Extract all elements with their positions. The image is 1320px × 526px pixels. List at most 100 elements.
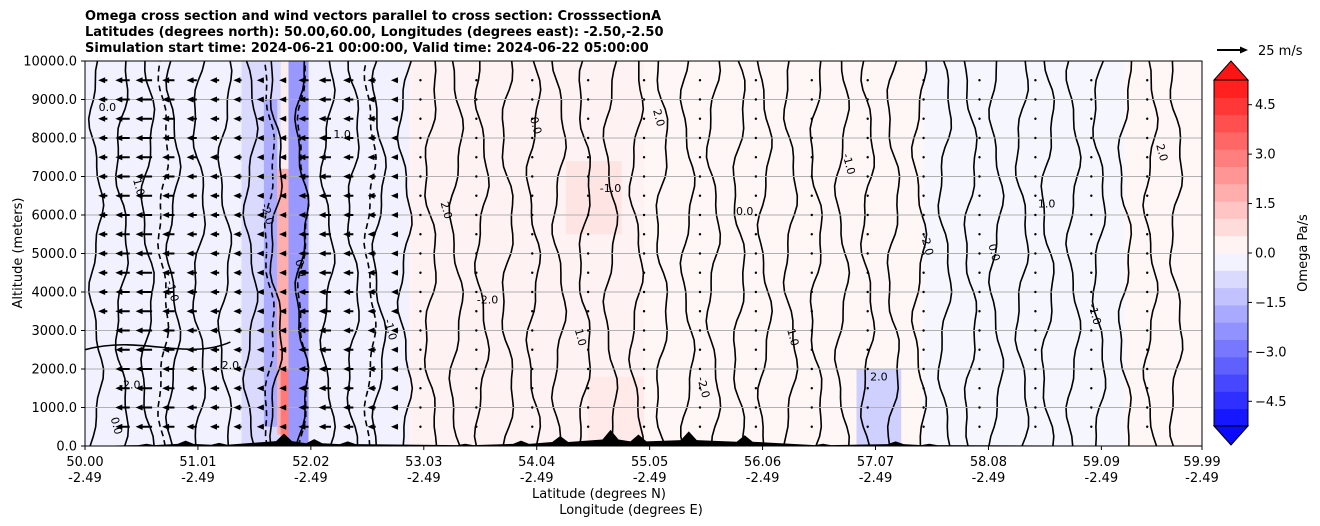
wind-vector bbox=[475, 213, 478, 217]
wind-vector-head bbox=[390, 385, 398, 392]
wind-vector-head bbox=[279, 366, 287, 372]
wind-vector bbox=[475, 406, 478, 409]
wind-vector bbox=[922, 194, 925, 197]
wind-vector-head bbox=[209, 269, 217, 276]
wind-vector-head bbox=[209, 212, 217, 218]
wind-vector bbox=[978, 175, 981, 178]
wind-vector bbox=[531, 79, 534, 82]
wind-vector bbox=[419, 406, 422, 409]
wind-vector bbox=[642, 117, 646, 120]
colorbar-segment bbox=[1214, 287, 1248, 306]
wind-vector bbox=[810, 290, 813, 294]
wind-vector bbox=[475, 425, 478, 428]
wind-vector bbox=[531, 425, 534, 428]
wind-vector-head bbox=[367, 135, 375, 141]
wind-vector-head bbox=[318, 404, 326, 411]
wind-vector bbox=[1034, 406, 1037, 409]
wind-vector bbox=[978, 367, 981, 371]
wind-vector-head bbox=[186, 308, 194, 315]
wind-vector bbox=[1146, 156, 1149, 159]
wind-vector-head bbox=[209, 115, 217, 122]
colorbar-tick-label: 0.0 bbox=[1255, 247, 1276, 262]
x-tick-label-lon: -2.49 bbox=[68, 471, 102, 486]
wind-vector bbox=[642, 406, 646, 409]
wind-vector-head bbox=[279, 173, 287, 180]
wind-vector-head bbox=[343, 173, 351, 180]
wind-vector bbox=[531, 98, 534, 101]
colorbar-tick-label: 4.5 bbox=[1255, 98, 1276, 113]
wind-vector bbox=[531, 329, 534, 332]
wind-vector-head bbox=[209, 135, 217, 141]
colorbar-segment bbox=[1214, 408, 1248, 427]
wind-vector bbox=[866, 310, 869, 313]
wind-vector bbox=[754, 233, 758, 236]
wind-vector bbox=[810, 194, 813, 197]
wind-vector bbox=[475, 175, 478, 178]
wind-vector bbox=[754, 136, 758, 140]
wind-vector-head bbox=[256, 366, 264, 372]
wind-vector-head bbox=[367, 269, 375, 276]
wind-vector-head bbox=[279, 212, 287, 218]
wind-vector bbox=[1034, 367, 1037, 371]
wind-vector-head bbox=[279, 115, 287, 122]
wind-vector-head bbox=[162, 423, 170, 430]
chart-title-line-3: Simulation start time: 2024-06-21 00:00:… bbox=[85, 41, 649, 56]
wind-vector bbox=[698, 329, 702, 332]
wind-vector-head bbox=[186, 77, 194, 84]
wind-vector-head bbox=[298, 135, 306, 141]
wind-vector bbox=[754, 310, 758, 313]
wind-vector-head bbox=[162, 346, 170, 353]
wind-vector bbox=[419, 213, 422, 217]
colorbar-segment bbox=[1214, 391, 1248, 410]
wind-vector bbox=[1090, 367, 1093, 371]
wind-vector bbox=[754, 367, 758, 371]
wind-vector-head bbox=[135, 77, 143, 84]
wind-vector-head bbox=[162, 289, 170, 295]
wind-vector bbox=[419, 117, 422, 120]
wind-vector-head bbox=[343, 404, 351, 411]
contour-label: -1.0 bbox=[840, 152, 858, 176]
wind-vector bbox=[978, 194, 981, 197]
wind-vector bbox=[866, 233, 869, 236]
wind-vector-head bbox=[390, 250, 398, 257]
omega-region bbox=[277, 168, 289, 435]
wind-vector-head bbox=[233, 308, 241, 315]
vector-key-label: 25 m/s bbox=[1258, 44, 1303, 59]
contour-label: 1.0 bbox=[1038, 197, 1056, 210]
wind-vector bbox=[754, 98, 758, 101]
wind-vector-head bbox=[256, 250, 264, 257]
wind-vector bbox=[475, 387, 478, 390]
wind-vector-head bbox=[390, 212, 398, 218]
wind-vector-head bbox=[298, 192, 306, 199]
wind-vector-head bbox=[135, 308, 143, 315]
wind-vector-head bbox=[367, 154, 375, 161]
wind-vector bbox=[586, 213, 590, 217]
wind-vector bbox=[642, 387, 646, 390]
wind-vector bbox=[978, 290, 981, 294]
wind-vector bbox=[754, 406, 758, 409]
wind-vector bbox=[1090, 233, 1093, 236]
wind-vector bbox=[586, 406, 590, 409]
colorbar-segment bbox=[1214, 235, 1248, 254]
wind-vector bbox=[642, 233, 646, 236]
wind-vector-head bbox=[209, 77, 217, 84]
wind-vector bbox=[978, 310, 981, 313]
wind-vector-head bbox=[162, 366, 170, 372]
wind-vector bbox=[698, 136, 702, 140]
wind-vector bbox=[922, 329, 925, 332]
wind-vector-head bbox=[77, 231, 84, 237]
wind-vector bbox=[642, 329, 646, 332]
wind-vector-head bbox=[367, 96, 375, 103]
wind-vector bbox=[1034, 233, 1037, 236]
wind-vector-head bbox=[343, 289, 351, 295]
colorbar-segment bbox=[1214, 149, 1248, 167]
wind-vector-head bbox=[209, 173, 217, 180]
wind-vector bbox=[698, 271, 702, 274]
wind-vector-head bbox=[318, 231, 326, 238]
wind-vector-head bbox=[279, 327, 287, 334]
wind-vector-head bbox=[135, 115, 143, 122]
wind-vector-head bbox=[162, 96, 170, 103]
wind-vector-head bbox=[298, 231, 306, 238]
y-tick-label: 3000.0 bbox=[32, 324, 78, 339]
wind-vector-head bbox=[115, 96, 123, 103]
